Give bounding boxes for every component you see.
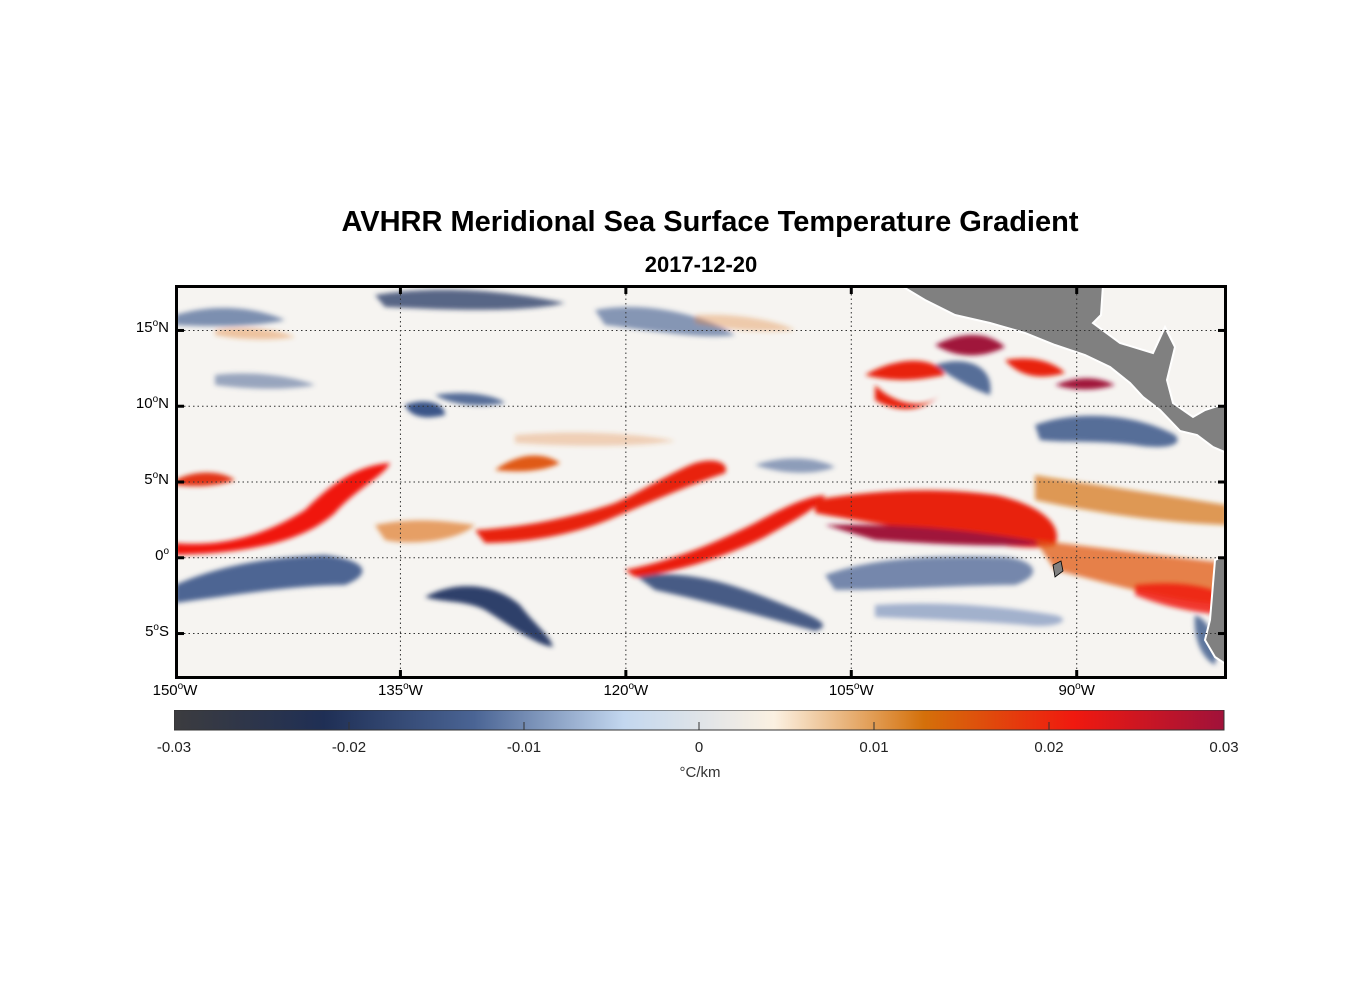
lon-tick-label: 120oW: [603, 681, 649, 699]
lat-tick-label: 0o: [155, 545, 169, 564]
lat-tick-label: 15oN: [135, 318, 169, 337]
colorbar-tick-label: -0.03: [156, 739, 192, 756]
colorbar-tick-label: 0: [694, 739, 704, 756]
chart-subtitle: 2017-12-20: [644, 252, 758, 277]
colorbar-units: °C/km: [679, 764, 721, 781]
lon-tick-label: 135oW: [378, 681, 423, 699]
colorbar-tick-label: 0.03: [1209, 739, 1239, 756]
colorbar: [174, 710, 1225, 731]
colorbar-tick-label: -0.02: [331, 739, 367, 756]
land: [898, 285, 1227, 667]
lat-tick-label: 5oN: [144, 470, 169, 488]
lat-tick-label: 5oS: [145, 621, 169, 640]
map-frame: [175, 285, 1227, 679]
lon-tick-label: 90oW: [1058, 681, 1095, 699]
colorbar-tick-label: -0.01: [506, 739, 542, 756]
sst-gradient-map: [175, 285, 1227, 679]
lon-tick-label: 150oW: [152, 681, 198, 699]
lat-tick-label: 10oN: [135, 394, 169, 413]
gradient-field: [175, 289, 1227, 665]
colorbar-tick-label: 0.02: [1034, 739, 1064, 756]
colorbar-tick-label: 0.01: [859, 739, 889, 756]
chart-title: AVHRR Meridional Sea Surface Temperature…: [341, 206, 1079, 238]
lon-tick-label: 105oW: [828, 681, 874, 699]
